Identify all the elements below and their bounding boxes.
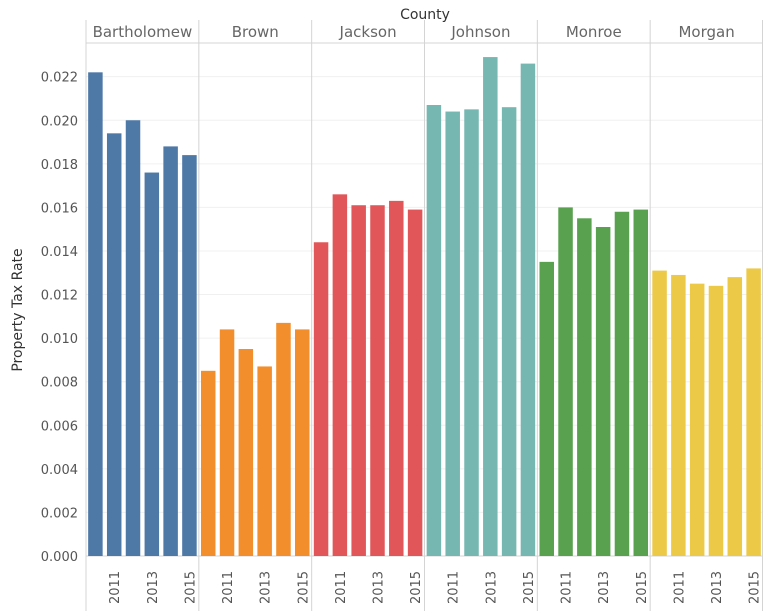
x-tick-label: 2011 <box>560 571 575 604</box>
y-tick-label: 0.016 <box>41 201 78 216</box>
bar <box>389 200 404 556</box>
x-tick-label: 2013 <box>146 571 161 604</box>
x-tick-label: 2015 <box>522 571 537 604</box>
pane-label: Monroe <box>566 23 622 41</box>
pane-morgan: Morgan 2011 2013 2015 <box>649 20 763 611</box>
bar <box>182 155 197 556</box>
bar <box>501 107 517 556</box>
y-tick-label: 0.014 <box>41 245 78 260</box>
bar <box>708 285 724 556</box>
bar <box>746 268 761 556</box>
bar <box>200 370 216 556</box>
x-tick-label: 2011 <box>672 571 687 604</box>
y-tick-label: 0.018 <box>41 158 78 173</box>
y-axis-ticks: 0.000 0.002 0.004 0.006 0.008 0.010 0.012 0.014… <box>41 71 78 565</box>
bar <box>276 322 291 556</box>
x-tick-label: 2013 <box>597 571 612 604</box>
bar <box>88 72 103 557</box>
pane-label: Morgan <box>678 23 734 41</box>
x-tick-label: 2015 <box>635 571 650 604</box>
bar <box>671 274 686 556</box>
bar <box>238 349 254 556</box>
bar <box>351 205 366 556</box>
x-tick-label: 2015 <box>748 571 763 604</box>
bar <box>464 109 479 557</box>
x-tick-label: 2015 <box>183 571 198 604</box>
x-tick-label: 2015 <box>409 571 424 604</box>
pane-jackson: Jackson 2011 2013 2015 <box>311 20 424 611</box>
county-panes: Bartholomew 2011 2013 2015 Brown 2011 2013 2015… <box>85 20 763 611</box>
bar <box>595 227 611 557</box>
pane-brown: Brown 2011 2013 2015 <box>198 20 311 611</box>
x-tick-label: 2011 <box>221 571 236 604</box>
pane-label: Jackson <box>339 23 397 41</box>
pane-monroe: Monroe 2011 2013 2015 <box>536 20 650 611</box>
bar <box>426 105 442 556</box>
y-tick-label: 0.002 <box>41 506 78 521</box>
bar <box>163 146 178 556</box>
pane-label: Bartholomew <box>93 23 193 41</box>
bar <box>727 277 743 556</box>
bar <box>257 366 272 556</box>
bar <box>445 111 460 556</box>
bar <box>520 63 536 556</box>
y-axis-title: Property Tax Rate <box>10 248 26 371</box>
y-tick-label: 0.008 <box>41 376 78 391</box>
bar <box>370 205 385 556</box>
bar <box>295 329 310 556</box>
pane-johnson: Johnson 2011 2013 2015 <box>424 20 537 611</box>
y-tick-label: 0.006 <box>41 419 78 434</box>
column-header: County <box>400 7 450 23</box>
bar <box>652 270 667 556</box>
bar <box>539 261 554 556</box>
x-tick-label: 2013 <box>710 571 725 604</box>
x-tick-label: 2011 <box>334 571 349 604</box>
bar <box>106 133 122 557</box>
bar <box>219 329 235 556</box>
y-tick-label: 0.020 <box>41 114 78 129</box>
bar <box>633 209 649 556</box>
bar <box>689 283 705 556</box>
y-tick-label: 0.022 <box>41 71 78 86</box>
bar <box>614 211 630 556</box>
pane-label: Johnson <box>450 23 510 41</box>
x-tick-label: 2011 <box>108 571 123 604</box>
bar <box>313 242 329 556</box>
x-tick-label: 2013 <box>484 571 499 604</box>
y-tick-label: 0.012 <box>41 289 78 304</box>
pane-label: Brown <box>232 23 279 41</box>
y-tick-label: 0.010 <box>41 332 78 347</box>
x-tick-label: 2011 <box>447 571 462 604</box>
bar <box>577 218 592 557</box>
bar <box>125 120 141 557</box>
x-tick-label: 2015 <box>296 571 311 604</box>
y-tick-label: 0.004 <box>41 463 78 478</box>
bar <box>407 209 423 556</box>
y-tick-label: 0.000 <box>41 550 78 565</box>
bar <box>332 194 348 556</box>
pane-bartholomew: Bartholomew 2011 2013 2015 <box>85 20 198 611</box>
bar <box>558 207 573 557</box>
x-tick-label: 2013 <box>371 571 386 604</box>
x-tick-label: 2013 <box>259 571 274 604</box>
bar <box>483 57 498 557</box>
bar <box>144 172 160 556</box>
